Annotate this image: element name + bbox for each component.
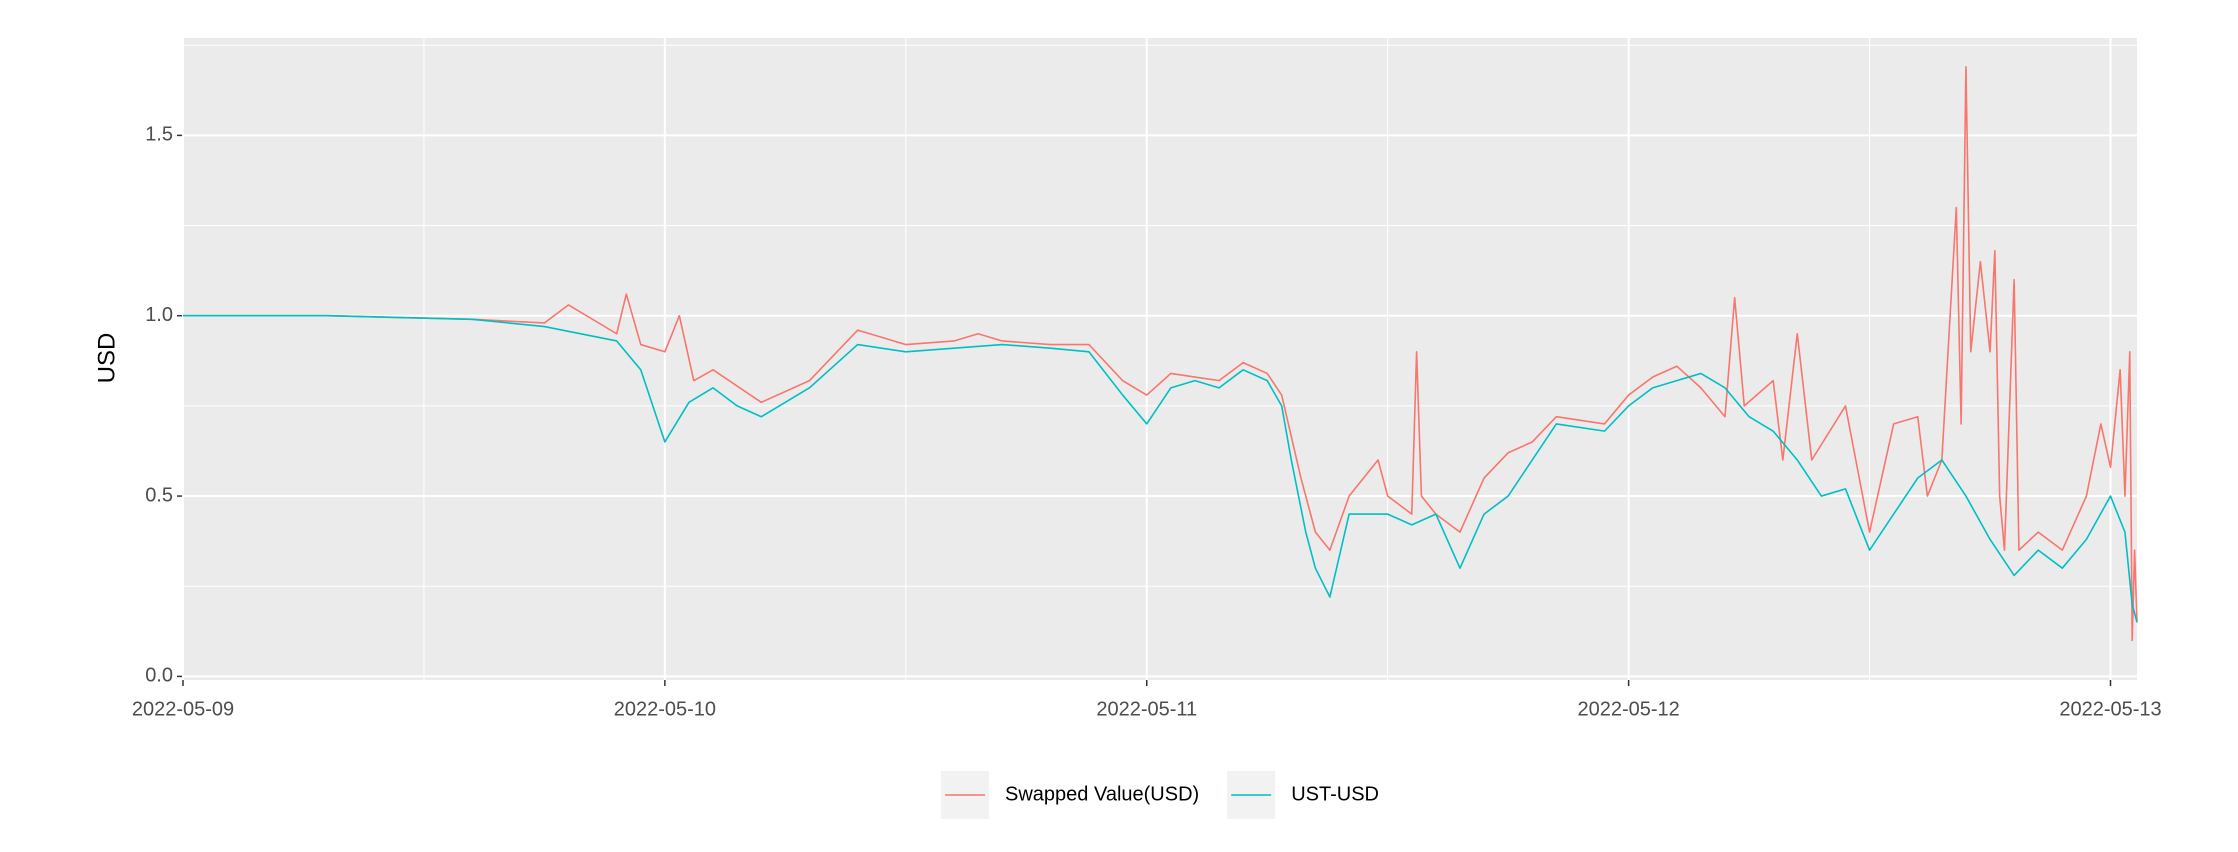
x-tick-label: 2022-05-12 [1577,698,1679,720]
y-tick-label: 1.5 [145,124,173,146]
legend-label: UST-USD [1291,783,1379,805]
y-tick-label: 0.5 [145,484,173,506]
y-tick-label: 0.0 [145,665,173,687]
y-tick-label: 1.0 [145,304,173,326]
legend: Swapped Value(USD) UST-USD [941,771,1379,819]
legend-label: Swapped Value(USD) [1005,783,1199,805]
y-axis-title: USD [93,333,120,384]
x-tick-label: 2022-05-09 [132,698,234,720]
plot-panel [183,38,2137,680]
x-tick-label: 2022-05-13 [2059,698,2161,720]
x-tick-label: 2022-05-10 [614,698,716,720]
series-line [183,66,2138,642]
x-tick-label: 2022-05-11 [1096,698,1197,720]
series-line [183,314,2138,623]
